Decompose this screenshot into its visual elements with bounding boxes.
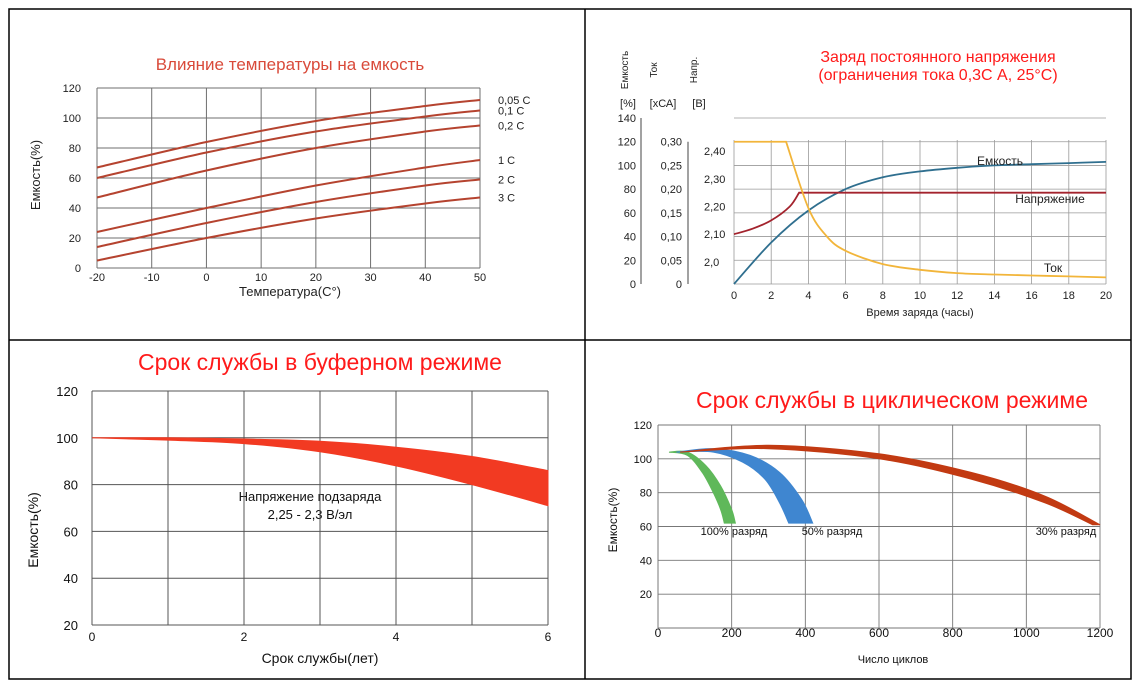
chart4-y-tick: 60 xyxy=(640,522,652,534)
chart4-title: Срок службы в циклическом режиме xyxy=(696,387,1088,413)
chart4-y-tick: 100 xyxy=(634,454,652,466)
chart4-ylabel: Емкость(%) xyxy=(606,488,620,553)
chart4-life-band xyxy=(669,451,735,523)
chart4-y-tick: 120 xyxy=(634,420,652,432)
chart4-series-label: 50% разряд xyxy=(802,526,863,538)
chart4-y-tick: 40 xyxy=(640,555,652,567)
chart4-y-tick: 20 xyxy=(640,589,652,601)
chart4-xlabel: Число циклов xyxy=(858,654,929,666)
chart4-y-tick: 80 xyxy=(640,488,652,500)
chart4-series-label: 100% разряд xyxy=(701,526,768,538)
chart4-series-label: 30% разряд xyxy=(1036,526,1097,538)
